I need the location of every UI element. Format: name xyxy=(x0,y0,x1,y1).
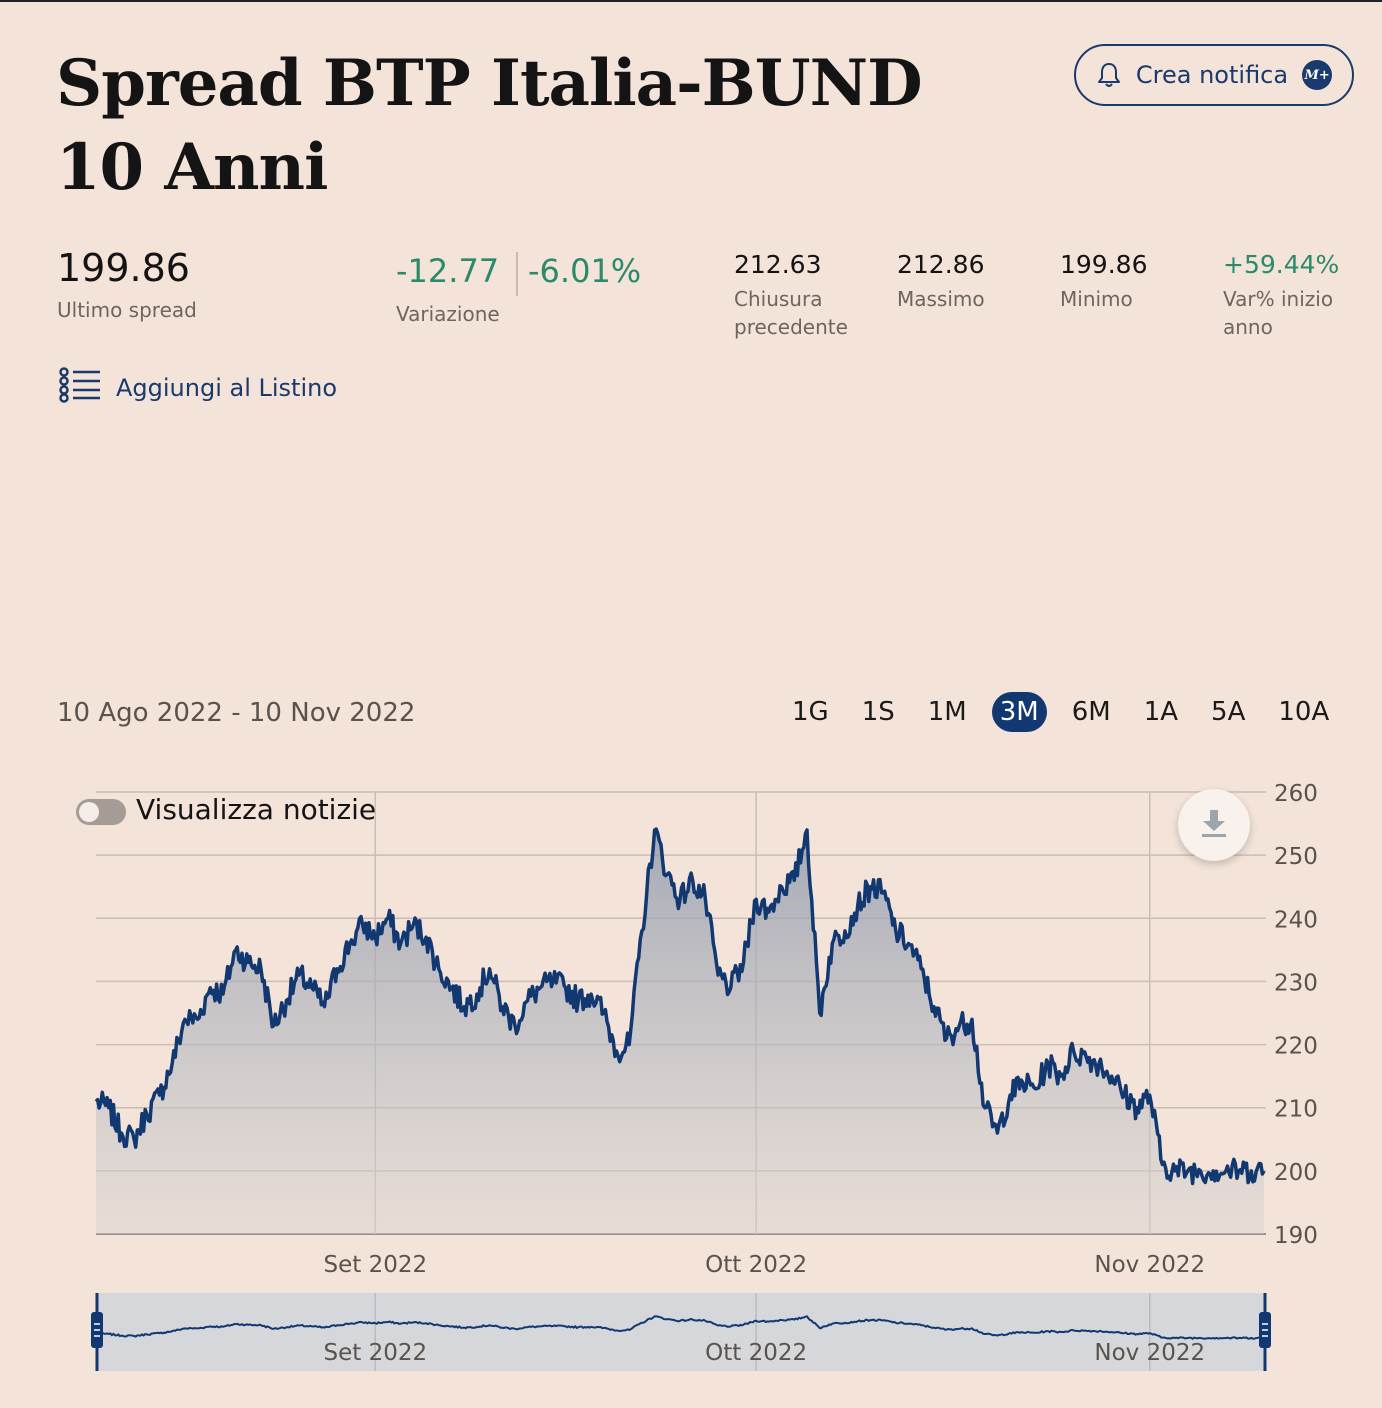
period-1m[interactable]: 1M xyxy=(927,697,967,727)
navigator-tick-label: Ott 2022 xyxy=(705,1340,807,1366)
period-6m[interactable]: 6M xyxy=(1071,697,1111,727)
create-alert-label: Crea notifica xyxy=(1135,61,1289,89)
change-divider xyxy=(516,252,518,296)
premium-badge-icon: M+ xyxy=(1302,60,1333,90)
prev-close-label: Chiusura precedente xyxy=(734,287,848,339)
change-label: Variazione xyxy=(396,302,500,326)
date-range-label: 10 Ago 2022 - 10 Nov 2022 xyxy=(57,698,416,728)
period-3m[interactable]: 3M xyxy=(991,692,1047,732)
x-tick-label: Set 2022 xyxy=(323,1252,427,1278)
download-icon xyxy=(1199,807,1229,843)
period-selector: 1G 1S 1M 3M 6M 1A 5A 10A xyxy=(784,692,1337,732)
navigator-tick-label: Nov 2022 xyxy=(1094,1340,1205,1366)
series-area xyxy=(96,829,1264,1234)
period-1s[interactable]: 1S xyxy=(861,697,895,727)
y-tick-label: 210 xyxy=(1274,1097,1318,1123)
y-tick-label: 260 xyxy=(1274,781,1318,807)
y-tick-label: 220 xyxy=(1274,1034,1318,1060)
page-title: Spread BTP Italia-BUND 10 Anni xyxy=(56,46,923,205)
add-to-watchlist-link[interactable]: Aggiungi al Listino xyxy=(58,367,337,409)
news-toggle-label: Visualizza notizie xyxy=(136,793,377,826)
navigator-handle-right[interactable] xyxy=(1259,1312,1271,1348)
y-tick-label: 240 xyxy=(1274,907,1318,933)
x-tick-label: Nov 2022 xyxy=(1094,1252,1205,1278)
prev-close-value: 212.63 xyxy=(734,250,822,279)
add-to-watchlist-label: Aggiungi al Listino xyxy=(116,374,338,402)
download-button[interactable] xyxy=(1178,789,1250,861)
x-tick-label: Ott 2022 xyxy=(705,1252,807,1278)
series-line xyxy=(94,827,1266,1186)
news-toggle[interactable] xyxy=(76,799,126,825)
last-spread-value: 199.86 xyxy=(57,246,190,290)
list-icon xyxy=(58,367,102,409)
high-value: 212.86 xyxy=(897,250,985,279)
last-spread-label: Ultimo spread xyxy=(57,298,197,322)
ytd-change-value: +59.44% xyxy=(1223,250,1340,279)
high-label: Massimo xyxy=(897,287,985,311)
navigator-window[interactable] xyxy=(97,1293,1265,1371)
navigator-series-line xyxy=(95,1315,1265,1341)
period-5a[interactable]: 5A xyxy=(1211,697,1246,727)
ytd-change-label: Var% inizio anno xyxy=(1223,287,1334,339)
y-tick-label: 230 xyxy=(1274,970,1318,996)
low-value: 199.86 xyxy=(1060,250,1148,279)
navigator-tick-label: Set 2022 xyxy=(323,1340,427,1366)
low-label: Minimo xyxy=(1060,287,1133,311)
period-1a[interactable]: 1A xyxy=(1143,697,1179,727)
period-1g[interactable]: 1G xyxy=(792,697,829,727)
create-alert-button[interactable]: Crea notifica M+ xyxy=(1074,44,1354,106)
change-abs-value: -12.77 xyxy=(396,252,500,290)
y-tick-label: 190 xyxy=(1274,1223,1318,1249)
spread-chart[interactable]: 190 200 210 220 230 240 250 260 Set 2022 Ott 202… xyxy=(0,772,1382,1408)
y-tick-label: 250 xyxy=(1274,844,1318,870)
navigator-handle-left[interactable] xyxy=(91,1312,103,1348)
period-10a[interactable]: 10A xyxy=(1278,697,1330,727)
y-tick-label: 200 xyxy=(1274,1160,1318,1186)
change-pct-value: -6.01% xyxy=(528,252,642,290)
bell-icon xyxy=(1096,61,1122,89)
